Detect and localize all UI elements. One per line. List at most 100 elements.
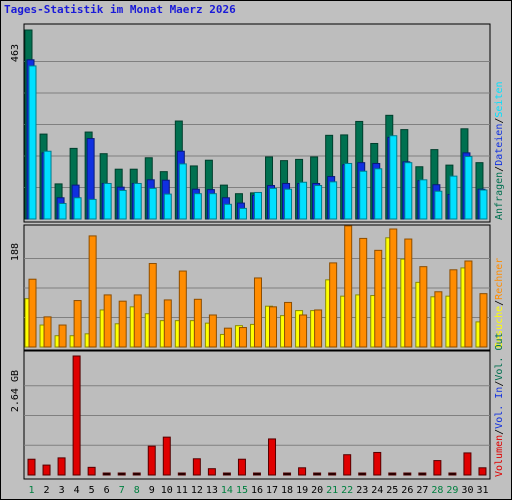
bar-volumen-day-25: [388, 472, 397, 476]
x-tick-label-14: 14: [221, 485, 233, 496]
x-tick-label-23: 23: [356, 485, 368, 496]
bar-volumen-day-18: [283, 472, 292, 476]
x-tick-label-9: 9: [149, 485, 155, 496]
bar-seiten-day-7: [118, 189, 127, 220]
bar-seiten-day-15: [238, 207, 247, 220]
x-tick-label-11: 11: [176, 485, 188, 496]
x-tick-label-12: 12: [191, 485, 203, 496]
bar-rechner-day-5: [88, 235, 97, 348]
bar-seiten-day-1: [28, 65, 37, 220]
bar-volumen-day-16: [252, 472, 261, 476]
panel-visits: [23, 224, 491, 351]
bar-rechner-day-26: [404, 238, 413, 348]
y-axis-labels: 463 188 2.64 GB: [10, 44, 21, 412]
right-label: Besuche/Rechner: [494, 258, 505, 348]
bar-rechner-day-7: [118, 300, 127, 348]
right-label-separator: /: [494, 429, 505, 435]
bar-seiten-day-14: [223, 203, 232, 220]
bar-volumen-day-27: [418, 472, 427, 476]
bar-volumen-day-10: [162, 436, 171, 476]
x-tick-label-22: 22: [341, 485, 353, 496]
bar-rechner-day-18: [284, 301, 293, 348]
bar-rechner-day-24: [374, 249, 383, 348]
x-tick-label-5: 5: [89, 485, 95, 496]
bar-rechner-day-20: [314, 309, 323, 348]
x-tick-label-2: 2: [44, 485, 50, 496]
bar-seiten-day-10: [163, 193, 172, 220]
right-label: Anfragen/Dateien/Seiten: [494, 81, 505, 220]
bar-seiten-day-12: [193, 193, 202, 220]
y-max-label: 463: [10, 44, 21, 62]
bar-seiten-day-27: [419, 179, 428, 220]
bar-rechner-day-16: [253, 277, 262, 348]
bar-volumen-day-3: [57, 457, 66, 476]
bar-volumen-day-9: [147, 445, 156, 476]
x-tick-label-25: 25: [386, 485, 398, 496]
x-tick-label-30: 30: [461, 485, 473, 496]
x-tick-label-8: 8: [134, 485, 140, 496]
bar-volumen-day-1: [27, 458, 36, 476]
bar-volumen-day-7: [117, 472, 126, 476]
bar-volumen-day-30: [463, 452, 472, 476]
x-tick-label-31: 31: [476, 485, 488, 496]
bar-volumen-day-23: [358, 472, 367, 476]
bar-volumen-day-24: [373, 451, 382, 476]
x-tick-label-10: 10: [161, 485, 173, 496]
bar-seiten-day-26: [404, 162, 413, 220]
bar-rechner-day-27: [419, 266, 428, 348]
right-label-separator: /: [494, 118, 505, 124]
x-tick-label-16: 16: [251, 485, 263, 496]
x-tick-label-26: 26: [401, 485, 413, 496]
bar-volumen-day-29: [448, 472, 457, 476]
bar-volumen-day-13: [207, 468, 216, 476]
bar-seiten-day-13: [208, 193, 217, 220]
bar-volumen-day-26: [403, 472, 412, 476]
bar-seiten-day-5: [88, 198, 97, 220]
x-tick-label-21: 21: [326, 485, 338, 496]
bar-volumen-day-14: [222, 472, 231, 476]
right-label-separator: /: [494, 300, 505, 306]
bar-volumen-day-21: [328, 472, 337, 476]
bar-seiten-day-2: [43, 150, 52, 220]
bar-rechner-day-11: [178, 270, 187, 348]
y-max-label: 2.64 GB: [10, 370, 21, 412]
x-tick-label-29: 29: [446, 485, 458, 496]
bar-rechner-day-1: [28, 278, 37, 348]
bar-volumen-day-20: [313, 472, 322, 476]
bar-rechner-day-12: [193, 298, 202, 348]
bar-rechner-day-2: [43, 316, 52, 348]
bar-rechner-day-23: [359, 237, 368, 348]
chart-title: Tages-Statistik im Monat Maerz 2026: [4, 3, 236, 16]
bar-seiten-day-17: [269, 187, 278, 220]
bar-seiten-day-20: [314, 185, 323, 220]
bar-rechner-day-29: [449, 269, 458, 348]
y-max-label: 188: [10, 243, 21, 261]
panel-volume: [23, 350, 491, 480]
bar-rechner-day-30: [464, 260, 473, 348]
bar-volumen-day-31: [478, 467, 487, 476]
bar-seiten-day-8: [133, 182, 142, 220]
bar-volumen-day-17: [268, 438, 277, 476]
bar-rechner-day-9: [148, 263, 157, 348]
right-label-seiten: Seiten: [494, 81, 505, 117]
bar-rechner-day-17: [269, 306, 278, 348]
bar-seiten-day-4: [73, 197, 82, 220]
right-label-anfragen: Anfragen: [494, 172, 505, 220]
bar-rechner-day-22: [344, 225, 353, 348]
bar-rechner-day-28: [434, 291, 443, 348]
right-label-vol-in: Vol. In: [494, 387, 505, 429]
bar-seiten-day-9: [148, 187, 157, 220]
bar-rechner-day-8: [133, 294, 142, 348]
bar-volumen-day-15: [237, 458, 246, 476]
bar-volumen-day-12: [192, 458, 201, 476]
bar-rechner-day-6: [103, 294, 112, 348]
right-label-rechner: Rechner: [494, 258, 505, 300]
x-tick-label-3: 3: [59, 485, 65, 496]
x-tick-label-7: 7: [119, 485, 125, 496]
bar-seiten-day-16: [253, 191, 262, 220]
bar-volumen-day-4: [72, 355, 81, 476]
bar-volumen-day-22: [343, 454, 352, 476]
bar-volumen-day-5: [87, 466, 96, 476]
x-tick-label-28: 28: [431, 485, 443, 496]
